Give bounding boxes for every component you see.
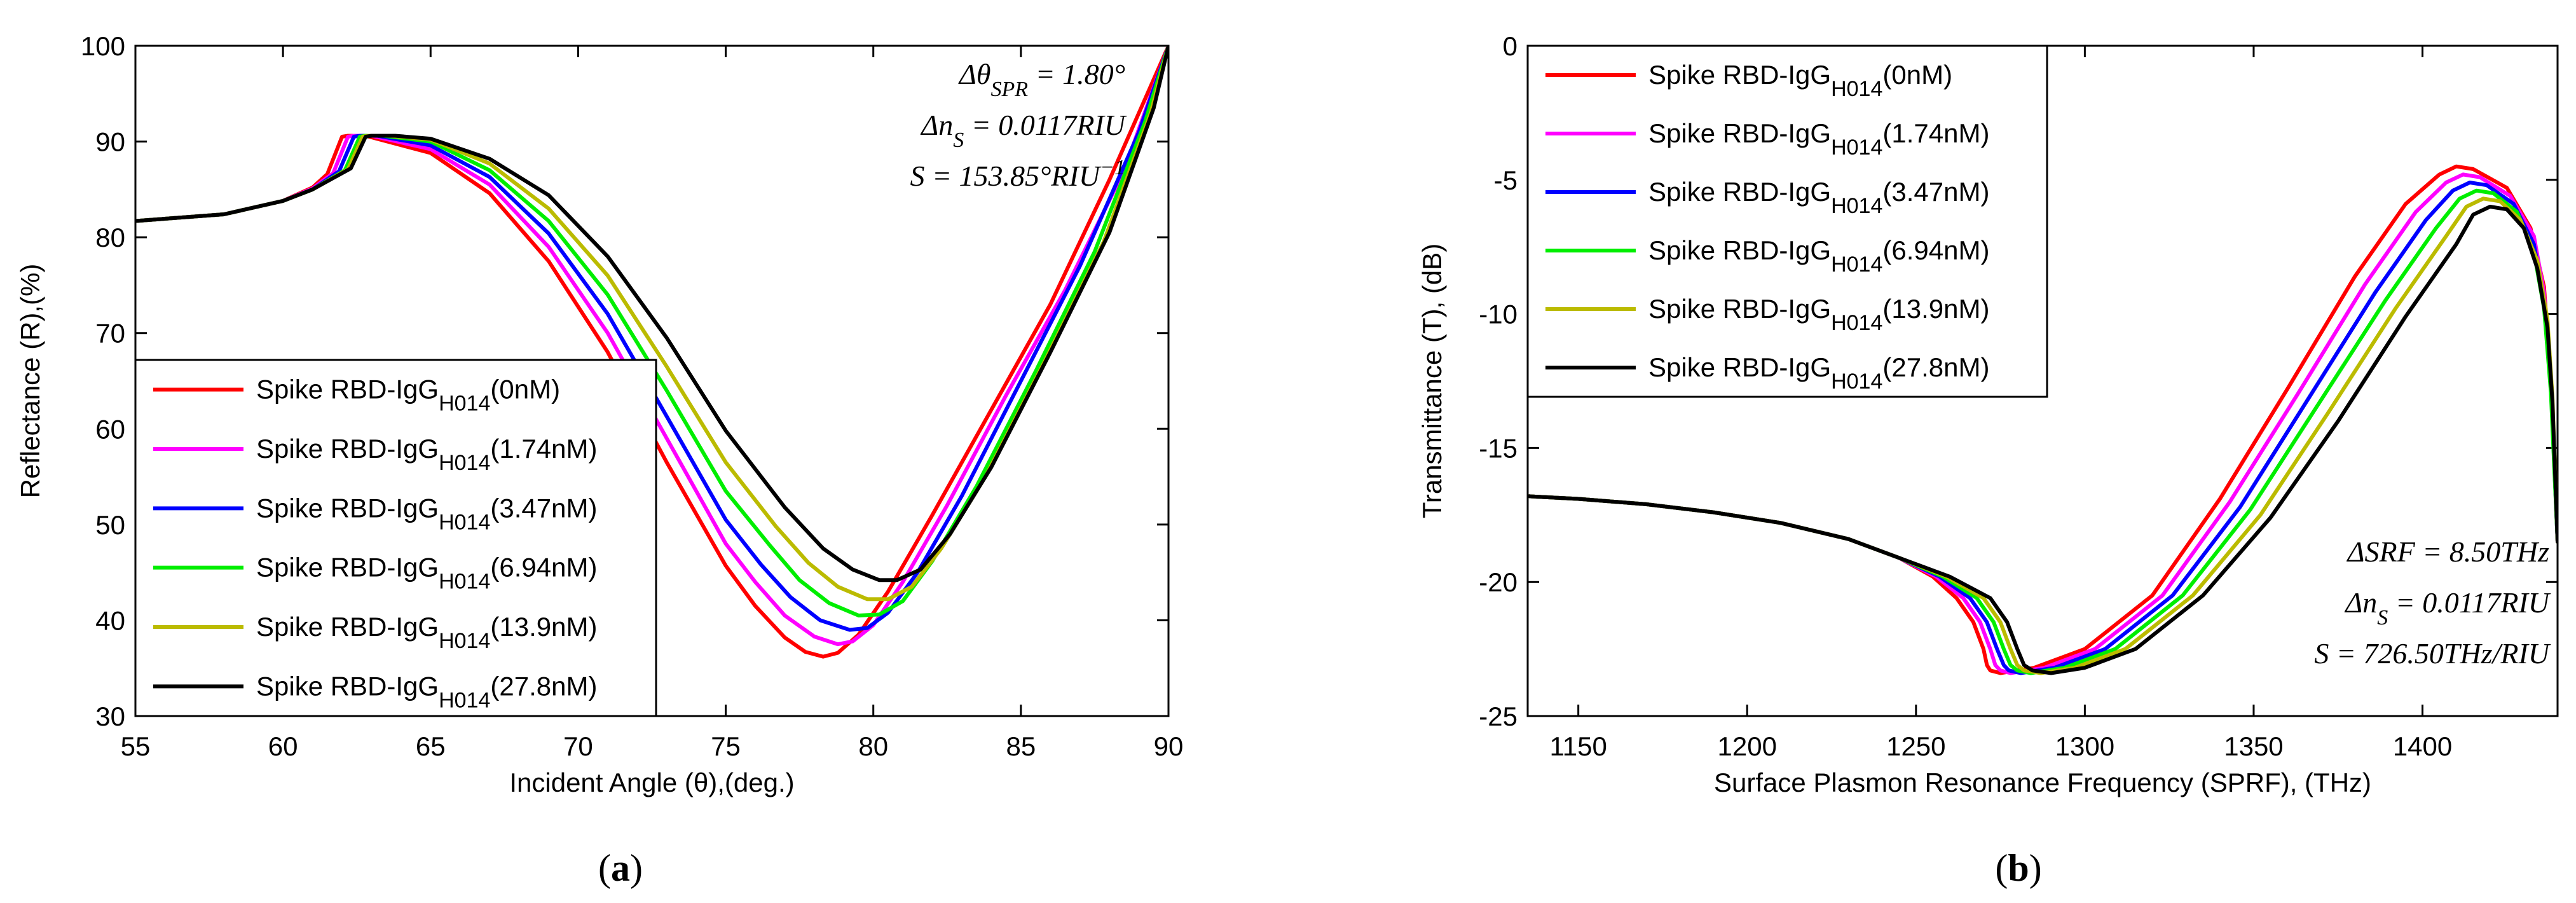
legend-entry: Spike RBD-IgGH014(13.9nM) bbox=[1648, 294, 1989, 335]
legend-entry: Spike RBD-IgGH014(3.47nM) bbox=[1648, 177, 1989, 218]
x-tick-label: 65 bbox=[416, 731, 446, 761]
legend-entry: Spike RBD-IgGH014(1.74nM) bbox=[256, 434, 597, 475]
y-axis-label: Reflectance (R),(%) bbox=[15, 264, 45, 499]
series-line-2 bbox=[135, 46, 1168, 632]
series-line-3 bbox=[135, 46, 1168, 617]
y-tick-label: -20 bbox=[1479, 567, 1518, 597]
annotation-line: ΔSRF = 8.50THz bbox=[2346, 535, 2550, 568]
x-axis-label: Incident Angle (θ),(deg.) bbox=[509, 768, 794, 797]
legend-entry: Spike RBD-IgGH014(6.94nM) bbox=[256, 553, 597, 594]
y-tick-label: 0 bbox=[1503, 31, 1518, 61]
y-tick-label: 90 bbox=[95, 127, 125, 157]
annotation: ΔSRF = 8.50THz ΔnS = 0.0117RIU S = 726.50T… bbox=[2314, 535, 2551, 670]
series-line-5 bbox=[1528, 205, 2558, 675]
chart-panel-a: 55 60 65 70 75 80 85 90 30 40 50 60 70 80 90 100 Inciden… bbox=[15, 31, 1183, 889]
legend-entry: Spike RBD-IgGH014(6.94nM) bbox=[1648, 235, 1989, 277]
series-group bbox=[135, 46, 1168, 659]
legend-entry: Spike RBD-IgGH014(27.8nM) bbox=[256, 671, 597, 712]
x-tick-label: 1250 bbox=[1886, 731, 1945, 761]
x-tick-label: 1150 bbox=[1550, 731, 1607, 761]
y-tick-label: 60 bbox=[95, 414, 125, 444]
x-tick-label: 90 bbox=[1154, 731, 1184, 761]
legend-entry: Spike RBD-IgGH014(0nM) bbox=[256, 375, 560, 416]
legend-entry: Spike RBD-IgGH014(13.9nM) bbox=[256, 612, 597, 653]
annotation-line: ΔθSPR = 1.80° bbox=[958, 58, 1125, 101]
legend: Spike RBD-IgGH014(0nM) Spike RBD-IgGH014(… bbox=[134, 359, 657, 717]
y-tick-label: 40 bbox=[95, 605, 125, 635]
annotation-line: S = 726.50THz/RIU bbox=[2314, 637, 2551, 670]
x-tick-label: 85 bbox=[1006, 731, 1036, 761]
annotation-line: S = 153.85°RIU−1 bbox=[910, 156, 1125, 193]
x-tick-label: 80 bbox=[858, 731, 888, 761]
series-line-0 bbox=[135, 46, 1168, 659]
x-tick-label: 1350 bbox=[2224, 731, 2283, 761]
x-axis-label: Surface Plasmon Resonance Frequency (SPR… bbox=[1714, 768, 2371, 797]
y-tick-label: -25 bbox=[1479, 701, 1518, 731]
x-tick-label: 70 bbox=[563, 731, 593, 761]
x-tick-label: 55 bbox=[121, 731, 151, 761]
y-tick-label: -5 bbox=[1494, 165, 1518, 195]
legend-entry: Spike RBD-IgGH014(27.8nM) bbox=[1648, 352, 1989, 394]
legend-entry: Spike RBD-IgGH014(1.74nM) bbox=[1648, 118, 1989, 160]
x-tick-label: 1200 bbox=[1718, 731, 1777, 761]
x-tick-label: 1400 bbox=[2393, 731, 2452, 761]
x-tick-label: 60 bbox=[268, 731, 298, 761]
series-group bbox=[1528, 164, 2558, 675]
panel-label: (b) bbox=[1995, 847, 2041, 889]
legend: Spike RBD-IgGH014(0nM) Spike RBD-IgGH014(… bbox=[1526, 45, 2048, 398]
y-tick-label: 70 bbox=[95, 319, 125, 348]
y-tick-label: 50 bbox=[95, 510, 125, 540]
y-tick-label: -10 bbox=[1479, 300, 1518, 329]
annotation-line: ΔnS = 0.0117RIU bbox=[2344, 586, 2551, 630]
legend-entry: Spike RBD-IgGH014(0nM) bbox=[1648, 60, 1952, 101]
panel-label: (a) bbox=[598, 847, 643, 889]
y-axis-label: Transmittance (T), (dB) bbox=[1417, 244, 1447, 519]
y-tick-label: 100 bbox=[81, 31, 125, 61]
y-tick-label: 80 bbox=[95, 223, 125, 252]
legend-box bbox=[1526, 45, 2048, 398]
series-line-5 bbox=[135, 46, 1168, 582]
annotation-line: ΔnS = 0.0117RIU bbox=[920, 109, 1127, 152]
x-tick-label: 75 bbox=[711, 731, 741, 761]
y-tick-label: -15 bbox=[1479, 433, 1518, 463]
legend-entry: Spike RBD-IgGH014(3.47nM) bbox=[256, 493, 597, 534]
legend-box bbox=[134, 359, 657, 717]
y-tick-label: 30 bbox=[95, 701, 125, 731]
x-tick-label: 1300 bbox=[2055, 731, 2114, 761]
chart-panel-b: 1150 1200 1250 1300 1350 1400-25-20-15-10-50S… bbox=[1417, 31, 2559, 889]
annotation: ΔθSPR = 1.80° ΔnS = 0.0117RIU S = 153.85°R… bbox=[910, 58, 1127, 192]
series-line-1 bbox=[135, 46, 1168, 647]
